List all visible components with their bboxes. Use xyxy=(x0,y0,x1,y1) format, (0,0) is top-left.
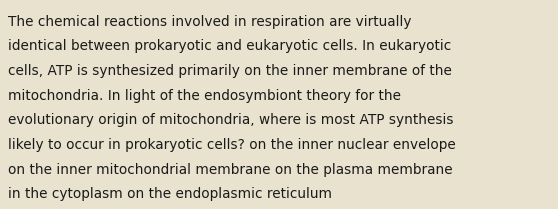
Text: in the cytoplasm on the endoplasmic reticulum: in the cytoplasm on the endoplasmic reti… xyxy=(8,187,332,201)
Text: mitochondria. In light of the endosymbiont theory for the: mitochondria. In light of the endosymbio… xyxy=(8,89,401,103)
Text: on the inner mitochondrial membrane on the plasma membrane: on the inner mitochondrial membrane on t… xyxy=(8,163,453,177)
Text: The chemical reactions involved in respiration are virtually: The chemical reactions involved in respi… xyxy=(8,15,411,29)
Text: identical between prokaryotic and eukaryotic cells. In eukaryotic: identical between prokaryotic and eukary… xyxy=(8,39,451,53)
Text: evolutionary origin of mitochondria, where is most ATP synthesis: evolutionary origin of mitochondria, whe… xyxy=(8,113,454,127)
Text: cells, ATP is synthesized primarily on the inner membrane of the: cells, ATP is synthesized primarily on t… xyxy=(8,64,452,78)
Text: likely to occur in prokaryotic cells? on the inner nuclear envelope: likely to occur in prokaryotic cells? on… xyxy=(8,138,456,152)
